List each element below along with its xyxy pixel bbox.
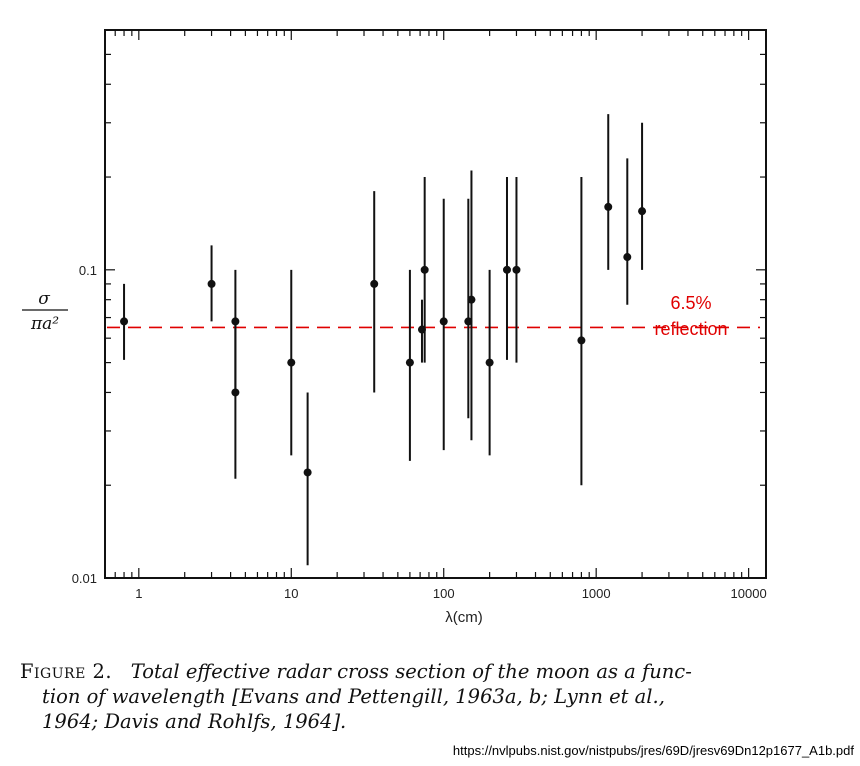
- x-axis-label: λ(cm): [445, 609, 483, 626]
- data-point: [417, 325, 426, 334]
- source-url: https://nvlpubs.nist.gov/nistpubs/jres/6…: [452, 743, 854, 758]
- data-point: [623, 253, 632, 262]
- data-point: [485, 358, 494, 367]
- caption-line-1: Total effective radar cross section of t…: [130, 660, 692, 683]
- data-point: [439, 317, 448, 326]
- y-axis-label-denominator: πa²: [30, 314, 59, 334]
- x-tick-label: 10: [284, 586, 298, 601]
- x-tick-label: 1: [135, 586, 142, 601]
- reference-line-label-1: 6.5%: [670, 293, 711, 313]
- y-tick-label: 0.01: [72, 571, 97, 586]
- data-point: [577, 336, 586, 345]
- plot-frame: [104, 29, 767, 579]
- tick-labels: 1 10 100 1000 10000 0.01 0.1: [72, 263, 767, 601]
- figure-caption: Figure 2. Total effective radar cross se…: [20, 659, 820, 734]
- error-bars: [123, 114, 644, 566]
- reference-line-label-2: reflection: [654, 319, 727, 339]
- axis-ticks: [104, 30, 766, 579]
- data-point: [502, 265, 511, 274]
- data-point: [467, 295, 476, 304]
- data-point: [231, 388, 240, 397]
- data-point: [207, 279, 216, 288]
- data-point: [638, 207, 647, 216]
- data-point: [405, 358, 414, 367]
- data-point: [512, 265, 521, 274]
- data-point: [303, 468, 312, 477]
- x-tick-label: 100: [433, 586, 455, 601]
- data-point: [287, 358, 296, 367]
- figure-label: Figure 2.: [20, 660, 113, 683]
- data-markers: [120, 202, 647, 477]
- y-axis-label-numerator: σ: [38, 289, 50, 309]
- data-point: [120, 317, 129, 326]
- data-point: [420, 265, 429, 274]
- caption-line-2: tion of wavelength [Evans and Pettengill…: [42, 685, 665, 708]
- caption-line-3: 1964; Davis and Rohlfs, 1964].: [42, 710, 347, 733]
- data-point: [604, 202, 613, 211]
- y-tick-label: 0.1: [79, 263, 97, 278]
- data-point: [231, 317, 240, 326]
- data-point: [464, 317, 473, 326]
- x-tick-label: 1000: [582, 586, 611, 601]
- x-tick-label: 10000: [731, 586, 767, 601]
- data-point: [370, 279, 379, 288]
